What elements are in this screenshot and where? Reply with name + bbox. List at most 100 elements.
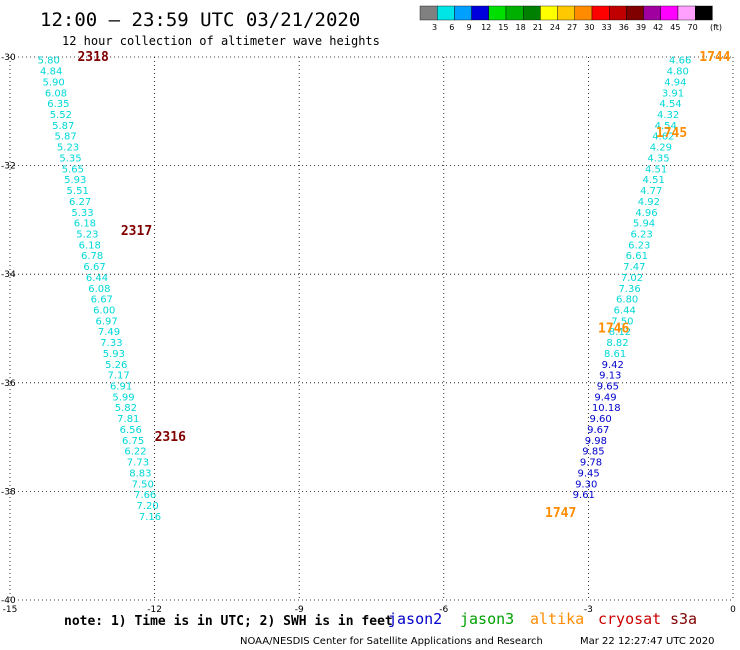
legend-label: 21 [533,23,543,32]
wave-height-label: 3.91 [662,88,684,99]
time-label: 1747 [545,506,576,521]
x-tick-label: -15 [3,605,18,615]
legend-swatch [557,5,575,21]
legend-label: 3 [432,23,437,32]
page-subtitle: 12 hour collection of altimeter wave hei… [62,34,380,48]
wave-height-label: 4.29 [650,143,672,154]
wave-height-label: 10.18 [592,403,621,414]
satellite-jason3: jason3 [460,610,514,628]
wave-height-label: 5.23 [76,229,98,240]
time-label: 1744 [699,50,730,65]
wave-height-label: 6.67 [91,295,113,306]
wave-height-label: 6.91 [110,382,132,393]
y-tick-label: -34 [1,270,16,280]
wave-height-label: 7.50 [611,316,633,327]
page-title: 12:00 – 23:59 UTC 03/21/2020 [40,9,360,31]
wave-height-label: 4.62 [652,132,674,143]
legend-label: 45 [670,23,680,32]
wave-height-label: 6.35 [47,99,69,110]
wave-height-label: 5.82 [115,403,137,414]
legend-label: 30 [584,23,594,32]
units-note: note: 1) Time is in UTC; 2) SWH is in fe… [64,614,393,629]
wave-height-label: 7.47 [623,262,645,273]
wave-height-label: 7.81 [117,414,139,425]
wave-height-label: 6.80 [616,295,638,306]
wave-height-label: 6.23 [628,240,650,251]
legend-swatch [505,5,524,21]
wave-height-label: 8.12 [609,327,631,338]
satellite-cryosat: cryosat [598,610,661,628]
wave-height-label: 9.60 [590,414,612,425]
wave-height-label: 5.23 [57,143,79,154]
legend-label: 24 [550,23,560,32]
wave-height-label: 6.61 [626,251,648,262]
wave-height-label: 5.87 [55,132,77,143]
x-tick-label: -6 [439,605,448,615]
wave-height-label: 6.08 [88,284,110,295]
legend-swatch [488,5,507,21]
y-tick-label: -36 [1,379,16,389]
wave-height-label: 8.83 [129,468,151,479]
wave-height-label: 4.84 [40,67,62,78]
wave-height-label: 6.44 [614,305,636,316]
altimeter-tracks: 5.804.845.906.086.355.525.875.875.235.35… [38,50,731,523]
legend-swatch [609,5,627,21]
wave-height-label: 7.02 [621,273,643,284]
wave-height-label: 6.78 [81,251,103,262]
legend-label: 39 [636,23,646,32]
satellite-legend: jason2 jason3 altika cryosat s3a [388,610,697,628]
color-legend: (ft) 3 6 9 12 15 18 21 24 27 30 33 36 39 42 45 70 [419,5,722,32]
legend-label: 9 [466,23,471,32]
legend-swatch [419,5,438,21]
wave-height-label: 5.99 [112,392,134,403]
wave-height-label: 6.22 [124,447,146,458]
wave-height-label: 5.93 [103,349,125,360]
x-tick-label: 0 [730,605,736,615]
map-axes: -15 -12 -9 -6 -3 0-30-32-34-36-38-40 [1,53,736,615]
wave-height-label: 4.51 [643,175,665,186]
wave-height-label: 9.13 [599,371,621,382]
wave-height-label: 4.94 [664,77,686,88]
wave-height-label: 6.27 [69,197,91,208]
wave-height-label: 4.54 [655,121,677,132]
legend-swatch [695,5,713,21]
wave-height-label: 6.97 [95,316,117,327]
wave-height-label: 7.20 [136,501,158,512]
wave-height-label: 4.32 [657,110,679,121]
legend-swatch [591,5,610,21]
wave-height-label: 6.08 [45,88,67,99]
y-tick-label: -38 [1,487,16,497]
legend-label: 70 [688,23,698,32]
wave-height-label: 9.78 [580,458,602,469]
wave-height-label: 7.36 [618,284,640,295]
time-label: 2317 [121,224,152,239]
wave-height-label: 5.93 [64,175,86,186]
wave-height-label: 6.00 [93,305,115,316]
wave-height-label: 7.66 [134,490,156,501]
legend-swatch [471,5,490,21]
legend-swatch [540,5,558,21]
wave-height-label: 9.85 [582,447,604,458]
wave-height-label: 7.16 [139,512,161,523]
y-tick-label: -40 [1,596,16,606]
satellite-track: 4.664.804.943.914.544.324.544.624.294.35… [545,50,731,521]
wave-height-label: 6.23 [631,229,653,240]
legend-label: 33 [602,23,612,32]
legend-swatch [660,5,679,21]
wave-height-label: 7.49 [98,327,120,338]
wave-height-label: 9.45 [577,468,599,479]
legend-unit: (ft) [710,23,722,32]
wave-height-label: 7.50 [132,479,154,490]
time-label: 2316 [155,430,186,445]
wave-height-label: 5.33 [71,208,93,219]
wave-height-label: 6.18 [74,219,96,230]
legend-label: 18 [516,23,526,32]
wave-height-label: 5.90 [42,77,64,88]
wave-height-label: 6.56 [120,425,142,436]
satellite-s3a: s3a [670,610,697,628]
wave-height-label: 9.65 [597,382,619,393]
satellite-track: 5.804.845.906.086.355.525.875.875.235.35… [38,50,186,523]
wave-height-label: 4.54 [659,99,681,110]
wave-height-label: 5.87 [52,121,74,132]
legend-swatch [626,5,644,21]
